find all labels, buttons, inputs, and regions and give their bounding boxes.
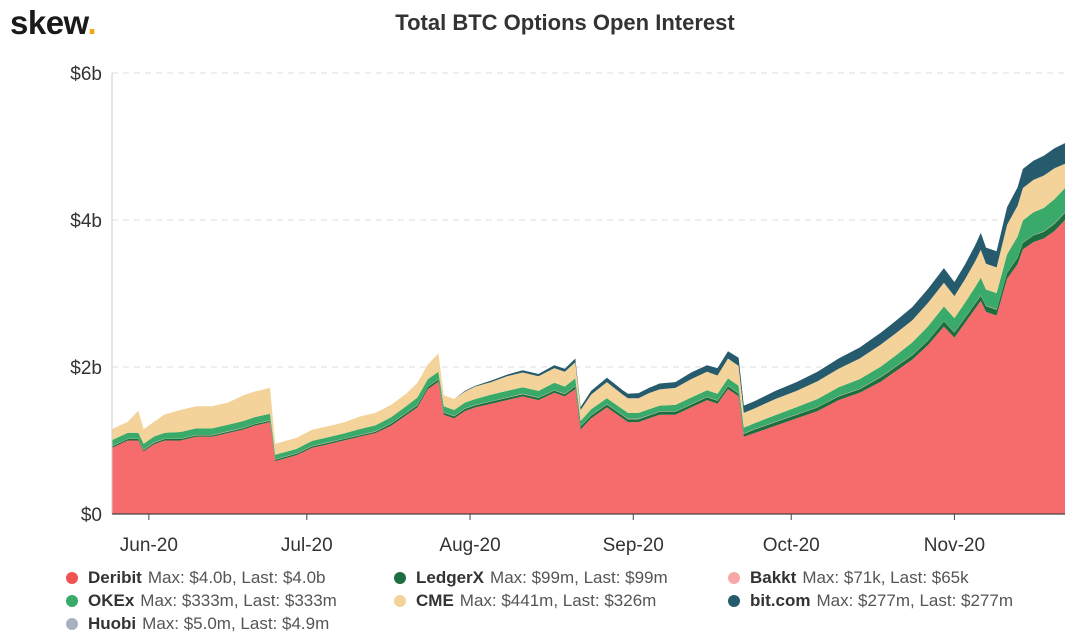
legend-item-cme[interactable]: CME Max: $441m, Last: $326m (394, 591, 656, 611)
legend-name: Deribit (88, 568, 142, 587)
logo-text: skew (10, 4, 88, 41)
y-tick-label: $6b (70, 64, 102, 85)
area-ledgerx (112, 212, 1065, 462)
legend-name: CME (416, 591, 454, 610)
x-tick-label: Jul-20 (281, 535, 333, 556)
chart-title: Total BTC Options Open Interest (395, 10, 735, 35)
legend-name: Bakkt (750, 568, 797, 587)
legend-stats: Max: $441m, Last: $326m (459, 591, 657, 610)
legend-stats: Max: $71k, Last: $65k (802, 568, 969, 587)
legend-item-okex[interactable]: OKEx Max: $333m, Last: $333m (66, 591, 337, 611)
legend-name: LedgerX (416, 568, 485, 587)
area-bit-com (112, 143, 1065, 444)
legend-item-huobi[interactable]: Huobi Max: $5.0m, Last: $4.9m (66, 614, 329, 634)
legend-name: Huobi (88, 614, 137, 633)
legend-name: bit.com (750, 591, 811, 610)
y-tick-label: $4b (70, 211, 102, 232)
x-tick-label: Aug-20 (439, 535, 500, 556)
area-deribit (112, 220, 1065, 514)
legend-stats: Max: $5.0m, Last: $4.9m (142, 614, 330, 633)
x-tick-label: Sep-20 (603, 535, 664, 556)
area-okex (112, 188, 1065, 460)
axes: $0 $2b $4b $6b Jun-20 Jul-20 Aug-20 Sep-20 Oct-2… (70, 64, 1065, 556)
legend-item-ledgerx[interactable]: LedgerX Max: $99m, Last: $99m (394, 568, 668, 588)
skew-logo: skew. (10, 4, 97, 42)
legend-dot (66, 618, 78, 630)
legend-dot (394, 572, 406, 584)
legend-dot (728, 595, 740, 607)
x-tick-label: Nov-20 (924, 535, 985, 556)
y-tick-label: $0 (81, 505, 102, 526)
x-tick-label: Jun-20 (120, 535, 178, 556)
legend-dot (394, 595, 406, 607)
legend-dot (728, 572, 740, 584)
logo-dot: . (87, 4, 97, 41)
area-chart: $0 $2b $4b $6b Jun-20 Jul-20 Aug-20 Sep-20 Oct-2… (70, 64, 1065, 556)
legend-dot (66, 572, 78, 584)
legend-stats: Max: $333m, Last: $333m (140, 591, 337, 610)
area-cme (112, 163, 1065, 455)
y-tick-label: $2b (70, 358, 102, 379)
legend-stats: Max: $4.0b, Last: $4.0b (147, 568, 326, 587)
legend-stats: Max: $277m, Last: $277m (816, 591, 1013, 610)
legend-item-deribit[interactable]: Deribit Max: $4.0b, Last: $4.0b (66, 568, 326, 588)
stacked-areas (112, 142, 1065, 514)
legend-dot (66, 595, 78, 607)
legend-item-bit-com[interactable]: bit.com Max: $277m, Last: $277m (728, 591, 1013, 611)
x-tick-label: Oct-20 (763, 535, 820, 556)
legend-stats: Max: $99m, Last: $99m (490, 568, 668, 587)
legend-name: OKEx (88, 591, 135, 610)
legend-item-bakkt[interactable]: Bakkt Max: $71k, Last: $65k (728, 568, 969, 588)
